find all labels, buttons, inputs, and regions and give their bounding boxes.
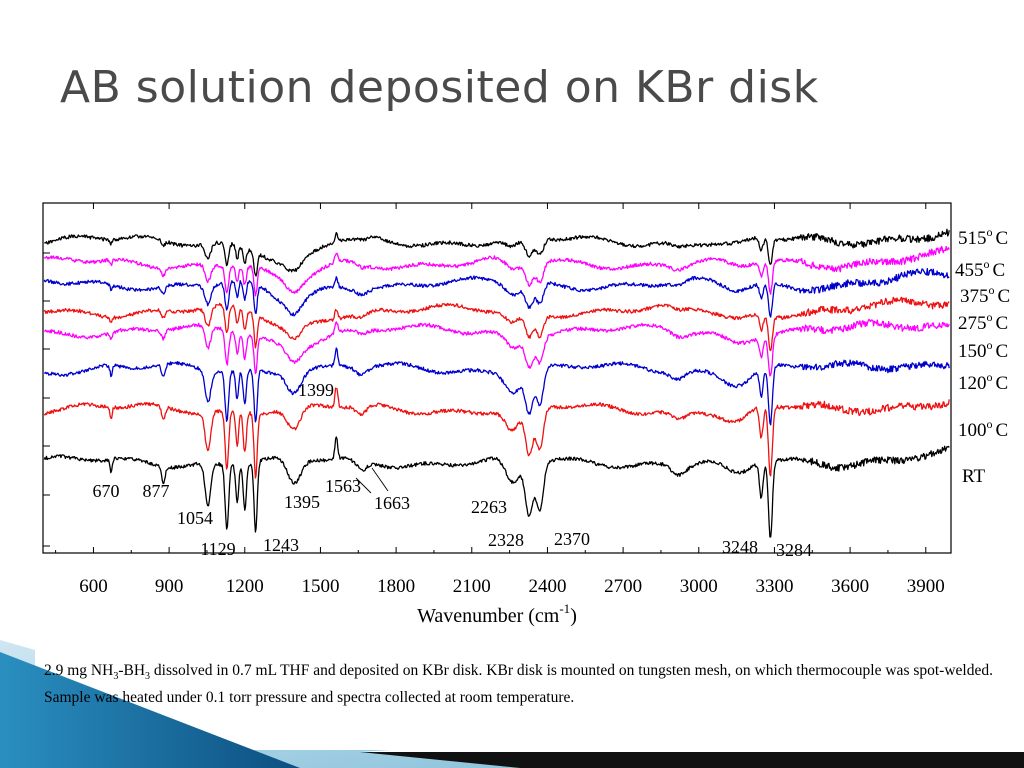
series-label-name: 120: [958, 373, 987, 394]
caption-part-3: dissolved in 0.7 mL THF and deposited on…: [44, 662, 993, 707]
caption-sub-1: 3: [113, 671, 119, 683]
peak-label: 1395: [284, 492, 320, 512]
series-label-name: 515: [958, 228, 987, 249]
series-label-name: 375: [960, 286, 989, 307]
series-label: 120o C: [958, 370, 1008, 394]
series-label-unit: C: [996, 341, 1009, 362]
peak-label: 2328: [488, 530, 524, 550]
series-label: 275o C: [958, 310, 1008, 334]
deco-white-band: [360, 748, 1024, 752]
ir-spectra-chart: 600 900 1200 1500 1800 2100 2400 2700 3000 3300 36…: [42, 202, 1010, 627]
series-line: [43, 436, 950, 538]
x-axis-label-end: ): [570, 605, 577, 627]
series-line: [43, 387, 950, 479]
x-tick-label: 900: [155, 576, 184, 597]
series-label-name: 150: [958, 341, 987, 362]
peak-label: 2370: [554, 529, 590, 549]
spectra-lines: [43, 228, 950, 538]
peak-label: 3284: [776, 540, 812, 560]
series-label-name: RT: [962, 466, 986, 487]
x-tick-label: 1500: [301, 576, 339, 597]
series-label-unit: C: [996, 228, 1009, 249]
peak-label: 1243: [263, 535, 299, 555]
caption-part-1: 2.9 mg NH: [44, 662, 114, 679]
series-label-unit: C: [996, 373, 1009, 394]
series-label: 455o C: [955, 257, 1005, 281]
peak-label: 3248: [722, 537, 758, 557]
peak-leader-line: [371, 467, 389, 492]
series-line: [43, 245, 950, 297]
series-label-degree: o: [987, 310, 993, 324]
x-axis-label-sup: -1: [559, 601, 570, 616]
series-label-unit: C: [996, 420, 1009, 441]
caption-part-2: -BH: [118, 662, 146, 679]
series-label-degree: o: [987, 225, 993, 239]
x-tick-label: 3600: [831, 576, 869, 597]
series-label-unit: C: [993, 260, 1006, 281]
peak-label: 670: [93, 481, 120, 501]
series-label-name: 455: [955, 260, 984, 281]
series-label-degree: o: [989, 283, 995, 297]
x-tick-label: 2100: [453, 576, 491, 597]
series-line: [43, 296, 950, 352]
peak-label: 1054: [177, 508, 213, 528]
x-tick-label: 3000: [680, 576, 718, 597]
peak-leader-line: [355, 477, 372, 494]
series-label-degree: o: [987, 417, 993, 431]
deco-dark-band: [360, 752, 1024, 768]
series-label-name: 275: [958, 313, 987, 334]
series-line: [43, 267, 950, 318]
series-label-unit: C: [996, 313, 1009, 334]
series-label: 150o C: [958, 338, 1008, 362]
series-label-unit: C: [998, 286, 1011, 307]
x-tick-label: 1200: [226, 576, 264, 597]
x-tick-label: 600: [79, 576, 108, 597]
x-tick-label: 3900: [907, 576, 945, 597]
series-label-degree: o: [987, 338, 993, 352]
peak-label: 877: [143, 481, 170, 501]
x-tick-label: 3300: [755, 576, 793, 597]
series-label: 515o C: [958, 225, 1008, 249]
x-axis: 600 900 1200 1500 1800 2100 2400 2700 3000 3300 36…: [55, 203, 945, 597]
corner-decoration: [0, 640, 1024, 768]
series-label-name: 100: [958, 420, 987, 441]
peak-label: 2263: [471, 497, 507, 517]
series-line: [43, 318, 950, 377]
x-axis-label-main: Wavenumber (cm: [417, 605, 560, 627]
peak-label: 1129: [200, 539, 235, 559]
series-label-degree: o: [987, 370, 993, 384]
plot-frame: [42, 202, 952, 554]
x-axis-label: Wavenumber (cm-1): [417, 601, 577, 627]
series-line: [44, 228, 950, 277]
y-axis-ticks: [43, 252, 50, 547]
deco-blue-wedge: [0, 652, 300, 768]
peak-annotations: 670 877 1054 1129 1243 1395 1399 1563 1663 2263 23…: [93, 380, 813, 560]
series-label: 100o C: [958, 417, 1008, 441]
x-tick-label: 2700: [604, 576, 642, 597]
peak-label: 1399: [298, 380, 334, 400]
caption: 2.9 mg NH3-BH3 dissolved in 0.7 mL THF a…: [44, 660, 1019, 708]
slide-title: AB solution deposited on KBr disk: [60, 62, 819, 113]
x-tick-label: 1800: [377, 576, 415, 597]
x-tick-label: 2400: [528, 576, 566, 597]
series-label: RT: [962, 466, 986, 487]
peak-label: 1563: [325, 476, 361, 496]
series-label: 375o C: [960, 283, 1010, 307]
series-label-degree: o: [984, 257, 990, 271]
peak-label: 1663: [374, 493, 410, 513]
series-line: [43, 347, 950, 426]
caption-sub-2: 3: [145, 671, 151, 683]
